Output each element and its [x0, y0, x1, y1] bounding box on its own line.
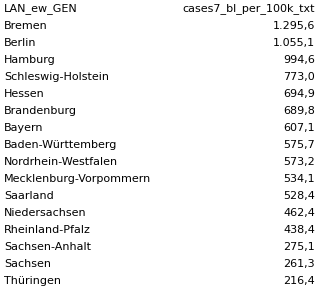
Text: 261,3: 261,3	[283, 260, 315, 269]
Text: 528,4: 528,4	[283, 191, 315, 201]
Text: LAN_ew_GEN: LAN_ew_GEN	[4, 3, 78, 14]
Text: Hessen: Hessen	[4, 89, 45, 99]
Text: Berlin: Berlin	[4, 38, 36, 48]
Text: Thüringen: Thüringen	[4, 276, 61, 287]
Text: 534,1: 534,1	[283, 174, 315, 184]
Text: Saarland: Saarland	[4, 191, 54, 201]
Text: 462,4: 462,4	[283, 208, 315, 218]
Text: cases7_bl_per_100k_txt: cases7_bl_per_100k_txt	[182, 3, 315, 14]
Text: Brandenburg: Brandenburg	[4, 106, 77, 116]
Text: 607,1: 607,1	[283, 123, 315, 133]
Text: 689,8: 689,8	[283, 106, 315, 116]
Text: Niedersachsen: Niedersachsen	[4, 208, 87, 218]
Text: Schleswig-Holstein: Schleswig-Holstein	[4, 72, 109, 82]
Text: Bremen: Bremen	[4, 21, 48, 30]
Text: Sachsen-Anhalt: Sachsen-Anhalt	[4, 242, 91, 252]
Text: Nordrhein-Westfalen: Nordrhein-Westfalen	[4, 157, 118, 167]
Text: Rheinland-Pfalz: Rheinland-Pfalz	[4, 225, 91, 235]
Text: Hamburg: Hamburg	[4, 55, 56, 65]
Text: 438,4: 438,4	[283, 225, 315, 235]
Text: 994,6: 994,6	[283, 55, 315, 65]
Text: 275,1: 275,1	[283, 242, 315, 252]
Text: Bayern: Bayern	[4, 123, 43, 133]
Text: Sachsen: Sachsen	[4, 260, 51, 269]
Text: 1.055,1: 1.055,1	[273, 38, 315, 48]
Text: Baden-Württemberg: Baden-Württemberg	[4, 140, 117, 150]
Text: Mecklenburg-Vorpommern: Mecklenburg-Vorpommern	[4, 174, 151, 184]
Text: 773,0: 773,0	[283, 72, 315, 82]
Text: 573,2: 573,2	[283, 157, 315, 167]
Text: 1.295,6: 1.295,6	[273, 21, 315, 30]
Text: 575,7: 575,7	[283, 140, 315, 150]
Text: 694,9: 694,9	[283, 89, 315, 99]
Text: 216,4: 216,4	[283, 276, 315, 287]
